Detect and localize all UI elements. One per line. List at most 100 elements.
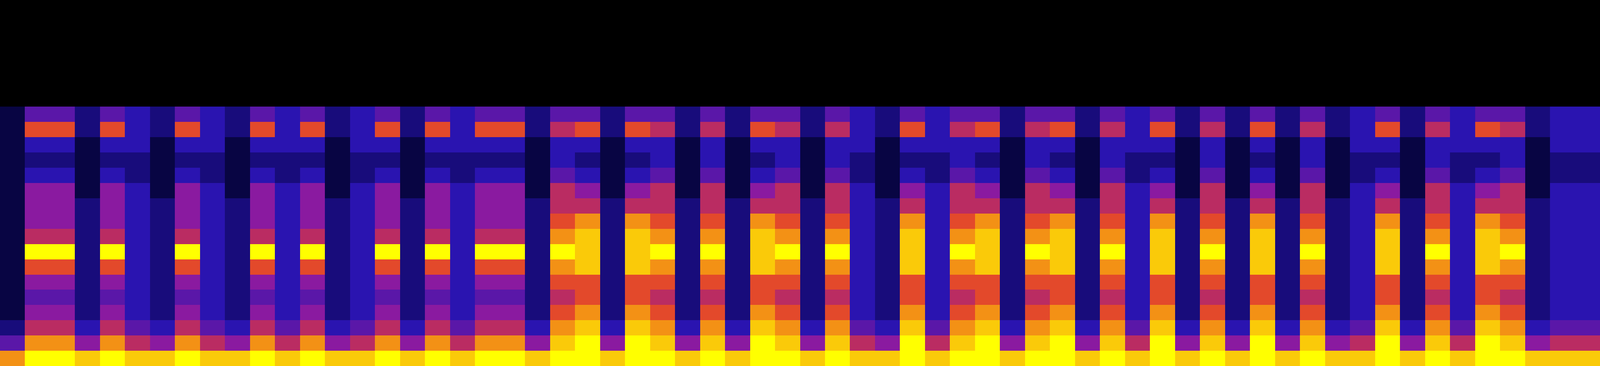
heat-cell: [1575, 152, 1600, 168]
heat-cell: [1575, 106, 1600, 122]
heat-cell: [800, 152, 826, 168]
heat-cell: [574, 213, 601, 229]
heat-cell: [1375, 167, 1401, 184]
heat-cell: [949, 259, 976, 275]
heat-cell: [0, 91, 26, 108]
heat-cell: [800, 335, 826, 351]
heat-cell: [724, 45, 751, 62]
heat-cell: [849, 137, 876, 153]
heat-cell: [450, 15, 476, 31]
heat-cell: [1325, 0, 1351, 16]
heat-cell: [1325, 45, 1351, 62]
heat-cell: [1075, 137, 1101, 153]
heat-cell: [1349, 289, 1376, 306]
heat-cell: [450, 244, 476, 260]
heat-cell: [174, 30, 201, 46]
heat-cell: [574, 0, 601, 16]
heat-cell: [674, 228, 701, 245]
heat-cell: [1175, 45, 1201, 62]
heat-cell: [1249, 244, 1276, 260]
heat-cell: [674, 152, 701, 168]
heat-cell: [1249, 289, 1276, 306]
heat-cell: [424, 350, 451, 366]
heat-cell: [174, 259, 201, 275]
heat-cell: [400, 213, 426, 229]
heat-cell: [800, 274, 826, 291]
heat-cell: [925, 76, 951, 92]
heat-cell: [274, 61, 301, 77]
heat-cell: [500, 106, 526, 122]
heat-cell: [1399, 45, 1426, 62]
heat-cell: [1075, 76, 1101, 92]
heat-cell: [1199, 137, 1226, 153]
heat-cell: [1225, 61, 1251, 77]
heat-cell: [1225, 167, 1251, 184]
heat-cell: [324, 213, 351, 229]
heat-cell: [324, 274, 351, 291]
cells: [0, 0, 1600, 366]
heat-cell: [1049, 152, 1076, 168]
heat-cell: [650, 289, 676, 306]
heat-cell: [1525, 0, 1551, 16]
heat-cell: [1475, 350, 1501, 366]
heat-cell: [524, 167, 551, 184]
heat-cell: [400, 228, 426, 245]
heat-cell: [200, 183, 226, 199]
heat-cell: [724, 167, 751, 184]
heat-cell: [700, 15, 726, 31]
heat-cell: [1275, 289, 1301, 306]
heat-cell: [1099, 76, 1126, 92]
heat-cell: [724, 289, 751, 306]
heat-cell: [500, 228, 526, 245]
heat-cell: [1249, 152, 1276, 168]
heat-cell: [174, 0, 201, 16]
heat-cell: [700, 0, 726, 16]
heat-cell: [825, 244, 851, 260]
heat-cell: [174, 213, 201, 229]
heat-cell: [1149, 198, 1176, 214]
heat-cell: [100, 183, 126, 199]
heat-cell: [1325, 213, 1351, 229]
heat-cell: [1099, 274, 1126, 291]
heat-cell: [100, 167, 126, 184]
heat-cell: [1499, 76, 1526, 92]
heat-cell: [200, 76, 226, 92]
heat-cell: [1299, 289, 1326, 306]
heat-cell: [124, 106, 151, 122]
heat-cell: [100, 350, 126, 366]
heat-cell: [975, 106, 1001, 122]
heat-cell: [949, 244, 976, 260]
heat-cell: [400, 106, 426, 122]
heat-cell: [800, 213, 826, 229]
heat-cell: [899, 91, 926, 108]
heat-cell: [350, 106, 376, 122]
heat-cell: [74, 213, 101, 229]
heat-cell: [650, 76, 676, 92]
heat-cell: [1025, 152, 1051, 168]
heat-cell: [450, 61, 476, 77]
heat-cell: [174, 289, 201, 306]
heat-cell: [999, 305, 1026, 321]
heat-cell: [74, 137, 101, 153]
heat-cell: [1475, 91, 1501, 108]
heat-cell: [300, 76, 326, 92]
heat-cell: [624, 259, 651, 275]
heat-cell: [1249, 0, 1276, 16]
heat-cell: [274, 167, 301, 184]
heat-cell: [1225, 15, 1251, 31]
heat-cell: [274, 320, 301, 336]
heat-cell: [1075, 259, 1101, 275]
heat-cell: [724, 305, 751, 321]
heat-cell: [274, 183, 301, 199]
heat-cell: [50, 228, 76, 245]
heat-cell: [600, 259, 626, 275]
heat-cell: [600, 91, 626, 108]
heat-cell: [224, 183, 251, 199]
heat-cell: [1175, 198, 1201, 214]
heat-cell: [1149, 15, 1176, 31]
heat-cell: [50, 183, 76, 199]
heat-cell: [1575, 335, 1600, 351]
heat-cell: [450, 45, 476, 62]
heat-cell: [374, 61, 401, 77]
heat-cell: [224, 213, 251, 229]
